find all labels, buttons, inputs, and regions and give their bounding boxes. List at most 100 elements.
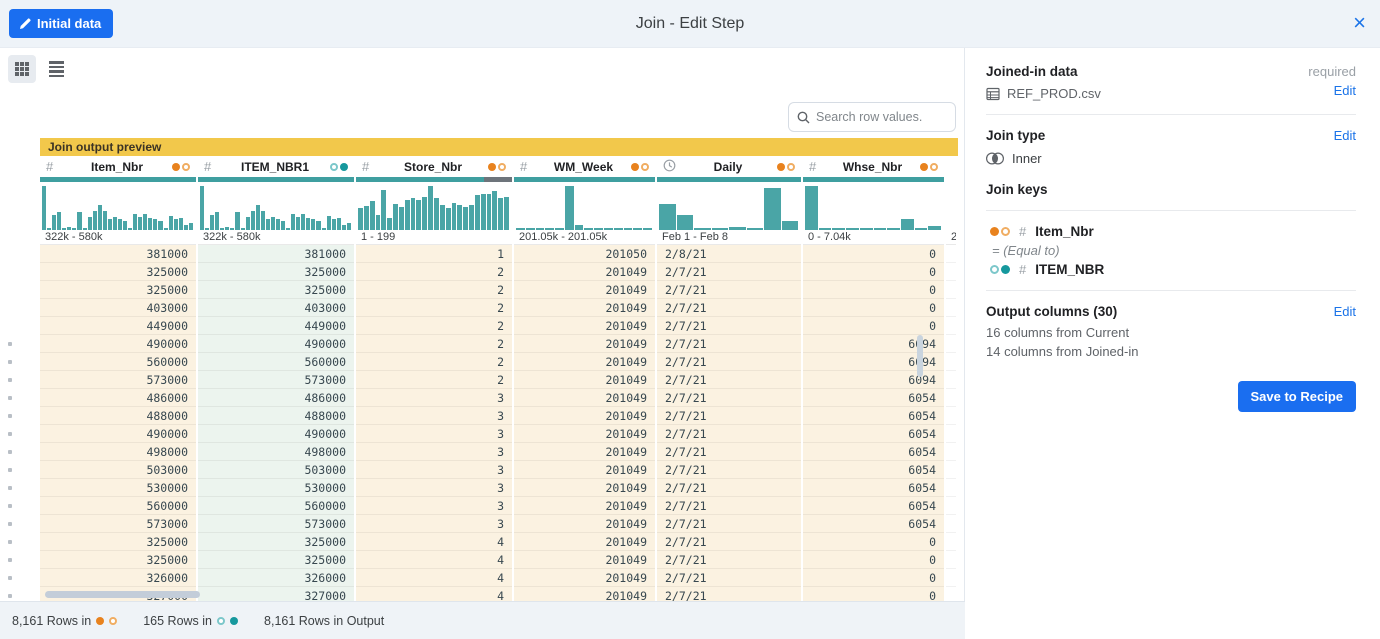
column-histogram[interactable]	[356, 182, 512, 230]
column-histogram[interactable]	[40, 182, 196, 230]
number-type-icon: #	[520, 159, 536, 174]
column-r: R2	[946, 156, 958, 639]
table-cell: 2/7/21	[657, 317, 801, 335]
table-cell	[946, 317, 958, 335]
table-cell: 201049	[514, 425, 655, 443]
current-source-dots-icon	[488, 163, 506, 171]
close-icon[interactable]: ×	[1353, 12, 1366, 34]
table-cell: 498000	[40, 443, 196, 461]
current-source-dots-icon	[920, 163, 938, 171]
column-item_nbr: #Item_Nbr322k - 580k38100032500032500040…	[40, 156, 198, 639]
horizontal-scrollbar[interactable]	[45, 591, 200, 598]
table-cell: 498000	[198, 443, 354, 461]
join-key-pair[interactable]: # Item_Nbr = (Equal to) # ITEM_NBR	[986, 224, 1356, 277]
table-cell: 0	[803, 299, 944, 317]
table-cell: 2/7/21	[657, 551, 801, 569]
column-histogram[interactable]	[803, 182, 944, 230]
column-header-store_nbr[interactable]: #Store_Nbr	[356, 156, 512, 177]
list-view-button[interactable]	[42, 55, 70, 83]
data-quality-bar	[356, 177, 512, 182]
table-cell: 0	[803, 245, 944, 263]
table-cell	[946, 335, 958, 353]
row-marker	[0, 515, 40, 533]
edit-join-type-link[interactable]: Edit	[1334, 128, 1356, 143]
table-cell: 449000	[40, 317, 196, 335]
column-histogram[interactable]	[946, 182, 956, 230]
column-histogram[interactable]	[514, 182, 655, 230]
current-source-dots-icon	[631, 163, 649, 171]
column-cells: 3810003250003250004030004490004900005600…	[198, 245, 354, 639]
table-cell	[946, 407, 958, 425]
table-cell: 1	[356, 245, 512, 263]
table-cell: 325000	[40, 533, 196, 551]
table-cell: 325000	[40, 551, 196, 569]
table-cell: 6054	[803, 515, 944, 533]
column-cells: 0000060946094609460546054605460546054605…	[803, 245, 944, 639]
save-to-recipe-button[interactable]: Save to Recipe	[1238, 381, 1357, 412]
inner-join-icon	[986, 152, 1004, 165]
joined-dataset-name: REF_PROD.csv	[1007, 86, 1101, 101]
column-header-wm_week[interactable]: #WM_Week	[514, 156, 655, 177]
column-header-item_nbr1[interactable]: #ITEM_NBR1	[198, 156, 354, 177]
search-box[interactable]	[788, 102, 956, 132]
column-cells: 1222222233333333444444	[356, 245, 512, 639]
columns-from-joined: 14 columns from Joined-in	[986, 344, 1356, 359]
column-header-daily[interactable]: Daily	[657, 156, 801, 177]
table-cell: 2/7/21	[657, 497, 801, 515]
table-cell: 3	[356, 461, 512, 479]
table-cell: 201049	[514, 335, 655, 353]
column-histogram[interactable]	[198, 182, 354, 230]
vertical-scrollbar[interactable]	[917, 335, 923, 377]
edit-output-columns-link[interactable]: Edit	[1334, 304, 1356, 319]
table-cell: 488000	[40, 407, 196, 425]
joined-source-dots-icon	[330, 163, 348, 171]
row-marker	[0, 335, 40, 353]
table-cell: 2/7/21	[657, 389, 801, 407]
table-cell: 201049	[514, 533, 655, 551]
column-header-whse_nbr[interactable]: #Whse_Nbr	[803, 156, 944, 177]
table-cell: 490000	[40, 335, 196, 353]
table-cell: 490000	[198, 425, 354, 443]
table-cell: 201049	[514, 497, 655, 515]
table-cell: 2	[356, 299, 512, 317]
table-cell: 2	[356, 353, 512, 371]
divider	[986, 114, 1356, 115]
table-cell: 325000	[198, 533, 354, 551]
table-cell: 3	[356, 479, 512, 497]
table-cell: 530000	[40, 479, 196, 497]
column-histogram[interactable]	[657, 182, 801, 230]
column-name: Item_Nbr	[62, 160, 172, 174]
table-cell: 573000	[40, 371, 196, 389]
table-cell: 381000	[40, 245, 196, 263]
column-cells: 2/8/212/7/212/7/212/7/212/7/212/7/212/7/…	[657, 245, 801, 639]
table-cell: 201049	[514, 371, 655, 389]
table-cell: 2	[356, 317, 512, 335]
number-type-icon: #	[1019, 262, 1026, 277]
column-cells: 3810003250003250004030004490004900005600…	[40, 245, 196, 639]
initial-data-button[interactable]: Initial data	[9, 9, 113, 38]
edit-joined-in-link[interactable]: Edit	[1334, 83, 1356, 98]
page-title: Join - Edit Step	[0, 15, 1380, 33]
table-cell: 4	[356, 533, 512, 551]
table-cell: 2/7/21	[657, 425, 801, 443]
required-badge: required	[1308, 64, 1356, 79]
grid-view-button[interactable]	[8, 55, 36, 83]
table-cell: 3	[356, 425, 512, 443]
table-cell: 2/7/21	[657, 443, 801, 461]
table-cell: 6054	[803, 497, 944, 515]
row-marker	[0, 551, 40, 569]
table-cell	[946, 443, 958, 461]
search-input[interactable]	[816, 110, 936, 124]
table-cell: 573000	[198, 371, 354, 389]
column-header-item_nbr[interactable]: #Item_Nbr	[40, 156, 196, 177]
table-cell: 2	[356, 335, 512, 353]
table-cell: 490000	[198, 335, 354, 353]
pencil-icon	[19, 18, 31, 30]
output-columns-title: Output columns (30)	[986, 304, 1117, 319]
table-cell: 201049	[514, 407, 655, 425]
column-header-r[interactable]: R	[946, 156, 958, 177]
table-cell: 201049	[514, 389, 655, 407]
divider	[986, 290, 1356, 291]
right-join-key: ITEM_NBR	[1035, 262, 1104, 277]
row-marker	[0, 371, 40, 389]
